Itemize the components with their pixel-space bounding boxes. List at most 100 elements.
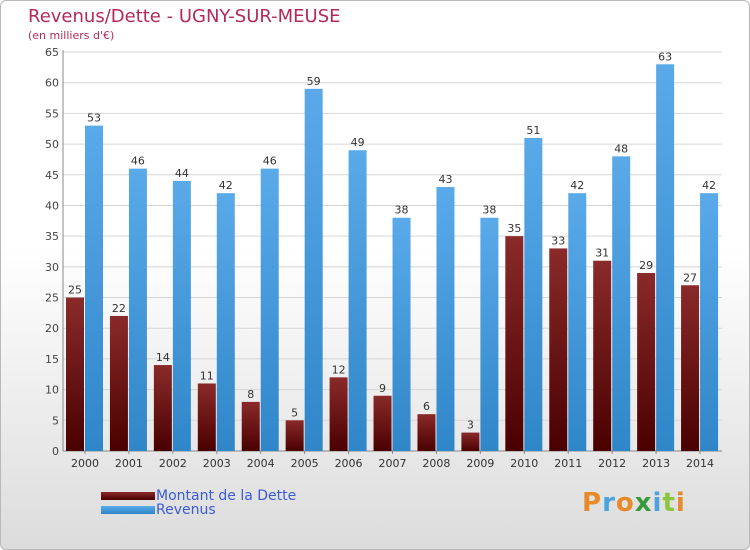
legend-label-revenus: Revenus: [156, 502, 216, 518]
legend-swatch-revenus: [101, 506, 155, 514]
data-label-dette: 35: [507, 222, 521, 235]
x-tick-label: 2009: [466, 457, 494, 470]
bar-revenus: [260, 168, 279, 451]
data-label-dette: 33: [551, 234, 565, 247]
x-tick-label: 2008: [422, 457, 450, 470]
data-label-dette: 3: [467, 419, 474, 432]
bar-dette: [593, 260, 612, 451]
data-label-revenus: 38: [395, 204, 409, 217]
bar-dette: [197, 383, 216, 451]
y-tick-label: 25: [45, 292, 59, 305]
y-tick-label: 45: [45, 169, 59, 182]
data-label-dette: 8: [247, 388, 254, 401]
bar-dette: [241, 401, 260, 451]
x-tick-label: 2005: [291, 457, 319, 470]
bar-revenus: [436, 187, 455, 452]
data-label-revenus: 44: [175, 167, 189, 180]
y-tick-label: 15: [45, 353, 59, 366]
y-tick-label: 65: [45, 46, 59, 59]
y-tick-label: 35: [45, 230, 59, 243]
logo-letter: i: [652, 488, 663, 518]
data-label-revenus: 42: [702, 179, 716, 192]
data-label-revenus: 53: [87, 112, 101, 125]
y-tick-label: 5: [52, 414, 59, 427]
bar-revenus: [216, 193, 235, 451]
y-tick-label: 50: [45, 138, 59, 151]
y-tick-label: 0: [52, 445, 59, 458]
y-tick-label: 20: [45, 322, 59, 335]
bar-revenus: [128, 168, 147, 451]
chart-title: Revenus/Dette - UGNY-SUR-MEUSE: [28, 6, 341, 27]
x-tick-label: 2007: [379, 457, 407, 470]
bar-dette: [153, 365, 172, 451]
legend-swatch-dette: [101, 492, 155, 500]
bar-revenus: [348, 150, 367, 451]
data-label-revenus: 46: [263, 155, 277, 168]
bar-dette: [66, 297, 84, 451]
y-tick-label: 55: [45, 107, 59, 120]
data-label-revenus: 48: [614, 142, 628, 155]
x-tick-label: 2014: [686, 457, 714, 470]
x-tick-label: 2006: [335, 457, 363, 470]
legend-label-dette: Montant de la Dette: [156, 488, 297, 504]
y-tick-label: 60: [45, 77, 59, 90]
logo-letter: P: [582, 488, 603, 518]
x-tick-label: 2012: [598, 457, 626, 470]
x-tick-label: 2001: [115, 457, 143, 470]
data-label-dette: 12: [332, 363, 346, 376]
bar-dette: [417, 414, 436, 451]
x-tick-label: 2003: [203, 457, 231, 470]
bar-revenus: [392, 217, 411, 451]
data-label-revenus: 42: [570, 179, 584, 192]
logo-letter: o: [615, 488, 635, 518]
x-tick-label: 2011: [554, 457, 582, 470]
y-tick-label: 30: [45, 261, 59, 274]
logo-letter: i: [675, 488, 686, 518]
bar-revenus: [612, 156, 631, 451]
data-label-revenus: 59: [307, 75, 321, 88]
bar-revenus: [85, 125, 103, 452]
y-tick-label: 40: [45, 199, 59, 212]
data-label-revenus: 49: [351, 136, 365, 149]
proxiti-logo: Proxiti: [582, 488, 686, 518]
data-label-revenus: 63: [658, 50, 672, 63]
data-label-revenus: 38: [482, 204, 496, 217]
data-label-revenus: 42: [219, 179, 233, 192]
data-label-revenus: 46: [131, 155, 145, 168]
data-label-dette: 25: [68, 284, 82, 297]
logo-letter: x: [634, 488, 653, 518]
bar-dette: [637, 272, 656, 451]
bar-revenus: [656, 64, 675, 452]
chart-subtitle: (en milliers d'€): [28, 29, 115, 42]
bar-revenus: [700, 193, 719, 451]
data-label-dette: 11: [200, 369, 214, 382]
bar-dette: [461, 432, 480, 451]
x-tick-label: 2004: [247, 457, 275, 470]
bar-dette: [285, 420, 304, 451]
x-tick-label: 2000: [71, 457, 99, 470]
bar-revenus: [172, 180, 191, 451]
data-label-dette: 5: [291, 406, 298, 419]
x-tick-label: 2010: [510, 457, 538, 470]
x-tick-label: 2013: [642, 457, 670, 470]
logo-letter: r: [602, 488, 616, 518]
data-label-dette: 6: [423, 400, 430, 413]
data-label-dette: 29: [639, 259, 653, 272]
bar-dette: [109, 315, 128, 451]
bar-revenus: [524, 137, 543, 451]
bar-dette: [373, 395, 392, 451]
logo-letter: t: [662, 488, 676, 518]
bar-revenus: [304, 88, 323, 451]
bar-dette: [505, 236, 524, 451]
data-label-revenus: 43: [438, 173, 452, 186]
data-label-dette: 9: [379, 382, 386, 395]
bar-revenus: [568, 193, 587, 451]
data-label-dette: 14: [156, 351, 170, 364]
data-label-dette: 27: [683, 271, 697, 284]
bar-dette: [549, 248, 568, 451]
x-tick-label: 2002: [159, 457, 187, 470]
data-label-dette: 22: [112, 302, 126, 315]
data-label-revenus: 51: [526, 124, 540, 137]
